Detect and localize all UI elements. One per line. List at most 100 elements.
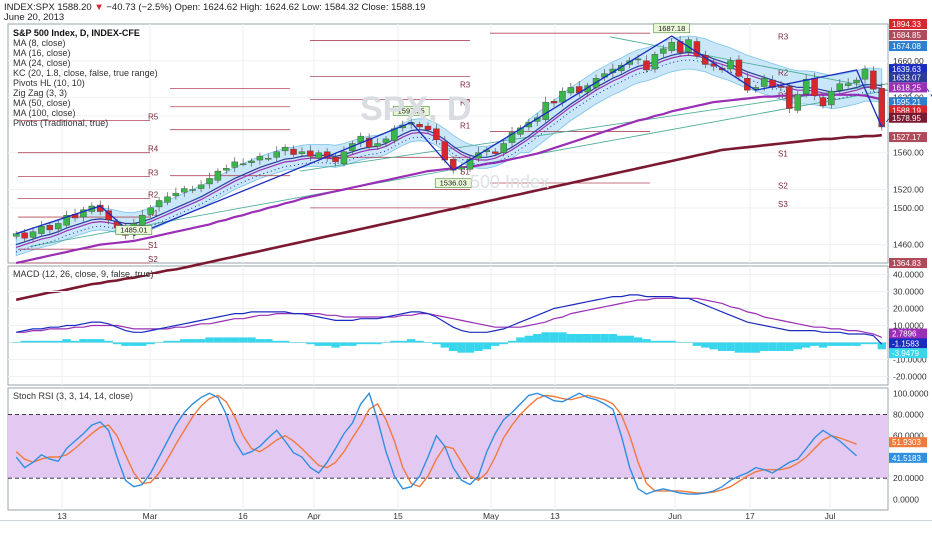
macd-histogram-bar — [12, 342, 21, 343]
time-axis-tick: 13 — [550, 511, 560, 520]
candle-body — [811, 78, 818, 96]
macd-histogram-bar — [583, 334, 592, 343]
stoch-k-line — [15, 391, 858, 495]
macd-histogram-bar — [726, 342, 735, 351]
candle-body — [340, 151, 348, 164]
candle-body — [46, 225, 54, 231]
price-flag-label: 1674.08 — [892, 42, 921, 51]
pivot-label: R3 — [460, 80, 471, 89]
time-axis-tick: Mar — [143, 511, 158, 520]
macd-histogram-bar — [785, 342, 794, 351]
price-flag — [889, 82, 927, 93]
macd-histogram-bar — [339, 342, 349, 346]
time-axis-tick: 17 — [745, 511, 755, 520]
macd-histogram-bar — [810, 342, 819, 346]
macd-histogram-bar — [776, 342, 786, 351]
stoch-d-line — [15, 394, 857, 494]
macd-histogram-bar — [633, 337, 643, 343]
macd-histogram-bar — [28, 340, 38, 343]
watermark-name: 500 Index — [470, 172, 549, 192]
price-flag-label: 1595.21 — [892, 98, 921, 107]
macd-line — [16, 294, 883, 345]
macd-histogram-bar — [79, 339, 88, 343]
header-symbol: INDEX:SPX — [4, 2, 57, 13]
footer-bar — [0, 520, 932, 551]
candle-body — [206, 178, 213, 185]
candle-body — [256, 156, 264, 161]
macd-legend: MACD (12, 26, close, 9, false, true) — [13, 269, 154, 279]
price-flag — [889, 72, 927, 83]
macd-axis-tick: 10.0000 — [893, 321, 924, 331]
macd-histogram-bar — [188, 339, 197, 343]
macd-histogram-bar — [20, 340, 29, 343]
macd-histogram-bar — [650, 340, 660, 343]
candle-body — [29, 231, 37, 238]
macd-histogram-bar — [843, 342, 853, 346]
macd-histogram-bar — [768, 342, 777, 351]
candle-body — [172, 192, 180, 197]
macd-histogram-bar — [759, 342, 769, 351]
price-axis-tick: 1520.00 — [893, 184, 924, 194]
macd-histogram-bar — [163, 340, 172, 343]
macd-histogram-bar — [314, 342, 323, 346]
macd-histogram-bar — [482, 342, 492, 350]
macd-histogram-bar — [415, 340, 424, 343]
macd-flag — [889, 348, 927, 359]
candle-body — [155, 200, 163, 208]
macd-histogram-bar — [205, 337, 214, 343]
macd-histogram-bar — [322, 342, 332, 346]
pivot-label: S1 — [778, 149, 788, 158]
macd-histogram-bar — [642, 339, 651, 343]
price-flag — [889, 112, 927, 123]
macd-histogram-bar — [600, 334, 609, 343]
candle-body — [668, 42, 675, 51]
macd-flag — [889, 328, 927, 339]
macd-flag-label: 2.7896 — [892, 330, 917, 339]
candle-body — [63, 214, 70, 226]
stoch-legend: Stoch RSI (3, 3, 14, 14, close) — [13, 391, 133, 401]
candle-body — [693, 41, 701, 57]
candle-body — [197, 184, 205, 189]
candle-body — [298, 151, 306, 154]
stoch-flag — [889, 437, 927, 448]
price-flag — [889, 132, 927, 143]
macd-histogram-bar — [146, 342, 155, 345]
chart-svg: R5R4R3R2R1S1S2R3R2R1S1R3R2R1S1S2S3R1S1S2… — [4, 2, 932, 521]
candle-body — [735, 59, 743, 77]
pivot-label: R4 — [148, 145, 159, 154]
macd-histogram-bar — [70, 340, 80, 343]
watermark-symbol: SPX, D — [360, 90, 471, 128]
header-close_label: Close: — [362, 2, 392, 13]
macd-histogram-bar — [449, 342, 458, 351]
price-legend-item: Pivots (Traditional, true) — [13, 118, 108, 128]
price-flag-label: 1684.85 — [892, 31, 921, 40]
candle-body — [626, 60, 633, 65]
header-close: 1588.19 — [391, 2, 425, 13]
macd-histogram-bar — [348, 342, 357, 346]
pivot-callout-box — [115, 225, 153, 235]
price-legend-item: KC (20, 1.8, close, false, true range) — [13, 68, 158, 78]
time-axis-tick: 16 — [238, 511, 248, 520]
macd-histogram-bar — [743, 342, 752, 353]
candle-body — [80, 209, 87, 218]
pivot-label: S2 — [148, 255, 158, 264]
macd-histogram-bar — [860, 342, 870, 345]
candle-body — [777, 86, 785, 88]
price-axis-tick: 1660.00 — [893, 56, 924, 66]
time-axis-tick: May — [483, 511, 500, 520]
price-flag-label: 1639.63 — [892, 65, 921, 74]
candle-body — [525, 122, 533, 128]
candle-body — [870, 70, 877, 90]
stoch-axis-tick: 20.0000 — [893, 473, 924, 483]
candle-body — [21, 232, 28, 239]
pivot-callout-box — [434, 178, 472, 189]
candle-body — [634, 58, 642, 61]
candle-body — [307, 150, 314, 157]
macd-histogram-bar — [112, 342, 122, 345]
macd-histogram-bar — [432, 342, 441, 345]
price-flag — [889, 258, 927, 268]
candle-body — [239, 163, 247, 165]
macd-flag — [889, 338, 927, 349]
macd-histogram-bar — [381, 342, 391, 343]
candle-body — [819, 97, 827, 107]
